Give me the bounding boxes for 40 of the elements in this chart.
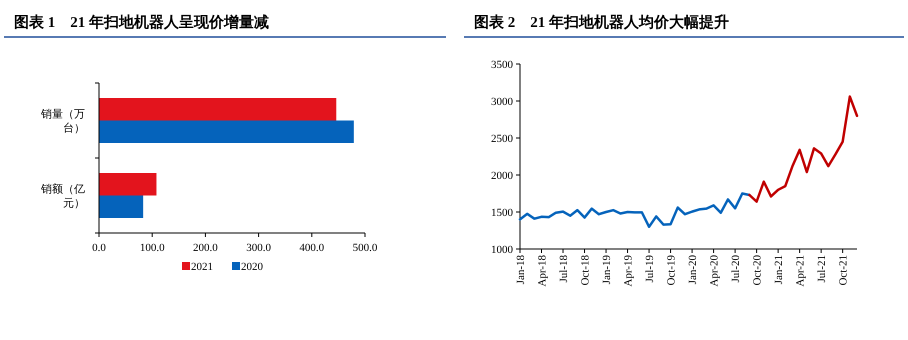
bar (99, 98, 336, 120)
x-tick-label: 0.0 (92, 242, 106, 254)
chart-title: 图表 2 21 年扫地机器人均价大幅提升 (474, 14, 729, 31)
x-tick-label: Jul-18 (558, 254, 570, 282)
x-tick-label: Jan-18 (515, 254, 527, 284)
x-tick-label: 500.0 (352, 242, 378, 254)
y-tick-label: 2000 (491, 170, 514, 182)
x-tick-label: Oct-21 (838, 255, 850, 286)
x-tick-label: 100.0 (140, 242, 166, 254)
x-tick-label: Oct-18 (580, 254, 592, 286)
y-tick-label: 2500 (491, 133, 514, 145)
x-tick-label: Oct-20 (752, 254, 764, 286)
bar (99, 196, 144, 218)
x-tick-label: Apr-20 (708, 254, 721, 287)
y-tick-label: 销额（亿元） (40, 182, 85, 210)
line-series (518, 192, 751, 228)
y-tick-label: 1000 (491, 244, 514, 256)
x-tick-label: 400.0 (299, 242, 325, 254)
x-tick-label: 200.0 (193, 242, 218, 254)
y-tick-label: 销量（万台） (40, 108, 85, 134)
line-series (748, 95, 858, 203)
x-tick-label: Jul-19 (644, 254, 656, 282)
x-tick-label: Apr-19 (622, 254, 635, 287)
bar (99, 120, 354, 143)
x-tick-label: 300.0 (246, 242, 272, 254)
x-tick-label: Apr-21 (794, 255, 807, 287)
x-tick-label: Jan-21 (773, 255, 786, 284)
y-tick-label: 3500 (491, 59, 514, 71)
x-tick-label: Jul-20 (730, 254, 742, 282)
y-tick-label: 3000 (491, 96, 514, 108)
bar (99, 173, 156, 196)
x-tick-label: Jul-21 (816, 255, 828, 282)
x-tick-label: Jan-20 (687, 254, 700, 284)
legend-label: 2021 (191, 261, 213, 273)
x-tick-label: Jan-19 (601, 254, 614, 284)
y-tick-label: 1500 (491, 207, 514, 219)
x-tick-label: Apr-18 (536, 254, 549, 287)
legend-label: 2020 (241, 261, 264, 273)
x-tick-label: Oct-19 (666, 254, 678, 286)
chart-title: 图表 1 21 年扫地机器人呈现价增量减 (14, 14, 269, 31)
